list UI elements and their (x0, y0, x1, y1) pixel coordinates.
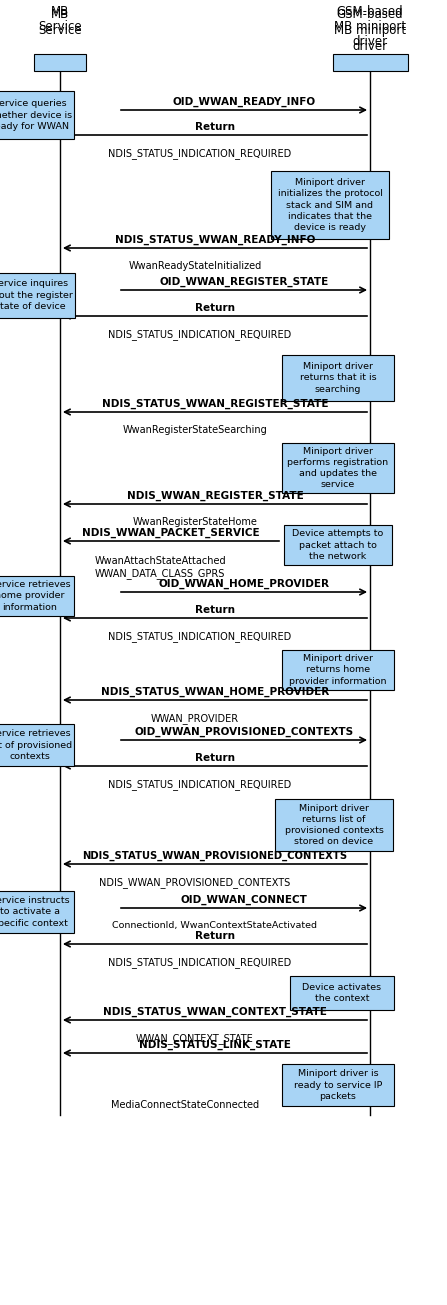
Text: OID_WWAN_READY_INFO: OID_WWAN_READY_INFO (173, 97, 316, 107)
Text: OID_WWAN_HOME_PROVIDER: OID_WWAN_HOME_PROVIDER (159, 578, 329, 589)
FancyBboxPatch shape (0, 273, 75, 317)
Text: NDIS_STATUS_INDICATION_REQUIRED: NDIS_STATUS_INDICATION_REQUIRED (108, 632, 291, 642)
Text: NDIS_STATUS_INDICATION_REQUIRED: NDIS_STATUS_INDICATION_REQUIRED (108, 147, 291, 159)
Text: NDIS_STATUS_WWAN_READY_INFO: NDIS_STATUS_WWAN_READY_INFO (115, 235, 315, 245)
Text: Service instructs
to activate a
specific context: Service instructs to activate a specific… (0, 897, 70, 928)
Text: WwanRegisterStateSearching: WwanRegisterStateSearching (122, 425, 267, 435)
Text: WwanReadyStateInitialized: WwanReadyStateInitialized (128, 261, 261, 271)
Text: NDIS_STATUS_LINK_STATE: NDIS_STATUS_LINK_STATE (139, 1040, 291, 1051)
Text: NDIS_WWAN_PACKET_SERVICE: NDIS_WWAN_PACKET_SERVICE (82, 527, 260, 538)
Text: NDIS_STATUS_INDICATION_REQUIRED: NDIS_STATUS_INDICATION_REQUIRED (108, 957, 291, 968)
Text: NDIS_STATUS_WWAN_PROVISIONED_CONTEXTS: NDIS_STATUS_WWAN_PROVISIONED_CONTEXTS (82, 851, 348, 861)
Text: WwanAttachStateAttached
WWAN_DATA_CLASS_GPRS: WwanAttachStateAttached WWAN_DATA_CLASS_… (94, 556, 226, 579)
Text: Return: Return (195, 930, 235, 941)
Text: WWAN_PROVIDER: WWAN_PROVIDER (151, 713, 239, 724)
FancyBboxPatch shape (34, 54, 86, 70)
Text: Miniport driver
initializes the protocol
stack and SIM and
indicates that the
de: Miniport driver initializes the protocol… (278, 179, 383, 232)
Text: WWAN_CONTEXT_STATE: WWAN_CONTEXT_STATE (136, 1034, 254, 1044)
Text: Return: Return (195, 753, 235, 763)
Text: NDIS_STATUS_WWAN_CONTEXT_STATE: NDIS_STATUS_WWAN_CONTEXT_STATE (103, 1006, 327, 1017)
Text: NDIS_STATUS_WWAN_REGISTER_STATE: NDIS_STATUS_WWAN_REGISTER_STATE (102, 399, 328, 408)
Text: Device attempts to
packet attach to
the network: Device attempts to packet attach to the … (292, 530, 384, 561)
Text: Miniport driver
returns home
provider information: Miniport driver returns home provider in… (289, 654, 387, 685)
Text: Return: Return (195, 303, 235, 313)
Text: Service retrieves
list of provisioned
contexts: Service retrieves list of provisioned co… (0, 729, 72, 761)
FancyBboxPatch shape (282, 1064, 394, 1107)
Text: NDIS_STATUS_INDICATION_REQUIRED: NDIS_STATUS_INDICATION_REQUIRED (108, 779, 291, 790)
FancyBboxPatch shape (275, 799, 393, 851)
Text: NDIS_STATUS_INDICATION_REQUIRED: NDIS_STATUS_INDICATION_REQUIRED (108, 329, 291, 339)
Text: Miniport driver
performs registration
and updates the
service: Miniport driver performs registration an… (287, 446, 388, 489)
Text: Return: Return (195, 121, 235, 132)
FancyBboxPatch shape (282, 442, 394, 493)
FancyBboxPatch shape (290, 976, 394, 1010)
Text: NDIS_WWAN_PROVISIONED_CONTEXTS: NDIS_WWAN_PROVISIONED_CONTEXTS (99, 877, 291, 887)
Text: OID_WWAN_REGISTER_STATE: OID_WWAN_REGISTER_STATE (160, 277, 329, 287)
Text: GSM-based
MB miniport
driver: GSM-based MB miniport driver (334, 5, 406, 48)
Text: MediaConnectStateConnected: MediaConnectStateConnected (111, 1100, 259, 1111)
Text: Device activates
the context: Device activates the context (303, 983, 382, 1004)
Text: WwanRegisterStateHome: WwanRegisterStateHome (133, 517, 257, 527)
Text: OID_WWAN_PROVISIONED_CONTEXTS: OID_WWAN_PROVISIONED_CONTEXTS (135, 727, 354, 737)
Text: GSM-based
MB miniport
driver: GSM-based MB miniport driver (334, 8, 406, 54)
FancyBboxPatch shape (271, 171, 389, 239)
Text: NDIS_WWAN_REGISTER_STATE: NDIS_WWAN_REGISTER_STATE (127, 491, 304, 501)
FancyBboxPatch shape (282, 355, 394, 401)
Text: Return: Return (195, 606, 235, 615)
Text: Service retrieves
home provider
information: Service retrieves home provider informat… (0, 581, 70, 612)
FancyBboxPatch shape (0, 576, 74, 616)
FancyBboxPatch shape (282, 650, 394, 690)
Text: MB
Service: MB Service (38, 5, 82, 33)
FancyBboxPatch shape (0, 724, 74, 766)
Text: OID_WWAN_CONNECT: OID_WWAN_CONNECT (181, 895, 308, 904)
Text: Service queries
whether device is
ready for WWAN: Service queries whether device is ready … (0, 99, 72, 130)
Text: Miniport driver
returns that it is
searching: Miniport driver returns that it is searc… (299, 363, 376, 394)
Text: Miniport driver
returns list of
provisioned contexts
stored on device: Miniport driver returns list of provisio… (285, 804, 384, 846)
Text: ConnectionId, WwanContextStateActivated: ConnectionId, WwanContextStateActivated (113, 921, 317, 930)
FancyBboxPatch shape (284, 525, 392, 565)
Text: Miniport driver is
ready to service IP
packets: Miniport driver is ready to service IP p… (294, 1069, 382, 1100)
Text: MB
Service: MB Service (38, 8, 82, 37)
FancyBboxPatch shape (0, 91, 74, 140)
Text: Service inquires
about the register
state of device: Service inquires about the register stat… (0, 279, 73, 311)
FancyBboxPatch shape (0, 891, 74, 933)
Text: NDIS_STATUS_WWAN_HOME_PROVIDER: NDIS_STATUS_WWAN_HOME_PROVIDER (101, 686, 329, 697)
FancyBboxPatch shape (333, 54, 408, 70)
